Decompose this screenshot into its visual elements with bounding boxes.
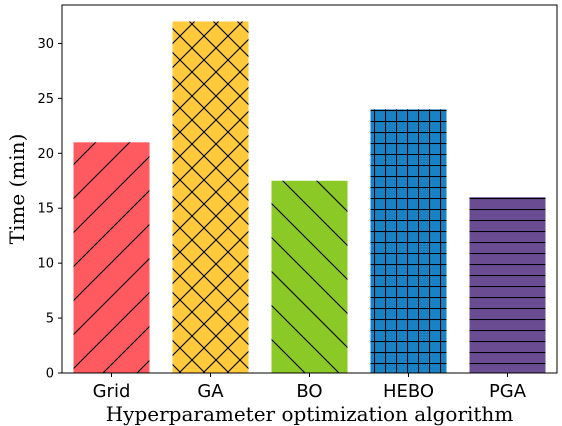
bars-group xyxy=(73,21,546,374)
x-axis-label: Hyperparameter optimization algorithm xyxy=(106,402,514,426)
y-tick-label-15: 15 xyxy=(37,202,54,217)
x-tick-label-pga: PGA xyxy=(489,381,527,402)
y-tick-label-10: 10 xyxy=(37,257,54,272)
x-tick-label-hebo: HEBO xyxy=(383,381,434,402)
y-tick-label-0: 0 xyxy=(46,367,54,382)
bar-hatch-pga xyxy=(469,197,546,373)
bar-hatch-hebo xyxy=(370,109,447,373)
x-tick-label-ga: GA xyxy=(197,381,224,402)
bar-hatch-bo xyxy=(271,180,348,373)
x-tick-label-grid: Grid xyxy=(93,381,131,402)
plot-frame xyxy=(61,4,558,374)
bar-hatch-grid xyxy=(73,142,150,373)
x-tick-label-bo: BO xyxy=(296,381,322,402)
y-tick-label-20: 20 xyxy=(37,147,54,162)
y-tick-label-25: 25 xyxy=(37,92,54,107)
y-axis: 0 5 10 15 20 25 30 xyxy=(37,37,62,382)
y-axis-label: Time (min) xyxy=(5,134,29,245)
y-tick-label-30: 30 xyxy=(37,37,54,52)
bar-hatch-ga xyxy=(172,21,249,374)
y-tick-label-5: 5 xyxy=(46,312,54,327)
x-axis: Grid GA BO HEBO PGA xyxy=(93,373,527,402)
